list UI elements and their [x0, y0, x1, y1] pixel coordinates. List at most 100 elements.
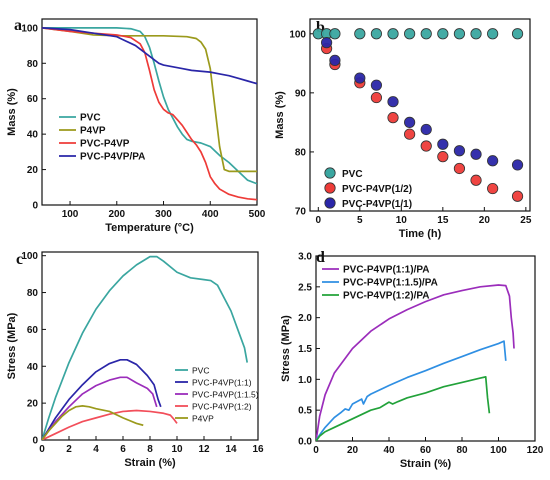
x-tick-label: 0 [313, 445, 319, 456]
data-point-PVC [470, 28, 482, 40]
series-line-PVC [42, 255, 249, 440]
x-tick-label: 0 [39, 444, 45, 455]
data-point-PVC-P4VP(1/1) [511, 159, 524, 171]
series-line-PVC-P4VP(1:1.5)/PA [316, 340, 507, 441]
data-point-PVC-P4VP(1/1) [329, 54, 341, 66]
y-tick-label: 60 [27, 325, 39, 336]
y-axis-label: Mass (%) [6, 88, 18, 136]
series-line-PVC-P4VP(1:2) [42, 409, 178, 440]
legend: PVC PVC-P4VP(1:1) PVC-P4VP(1:1.5) PVC-P4VP(… [175, 366, 259, 424]
series-line-PVC [42, 27, 257, 185]
data-point-PVC-P4VP(1/1) [321, 37, 333, 49]
legend-entry: PVC-P4VP/PA [80, 152, 145, 163]
x-tick-label: 25 [520, 215, 532, 226]
data-point-PVC [329, 28, 341, 40]
y-tick-label: 0 [32, 201, 38, 212]
legend: PVC P4VP PVC-P4VP PVC-P4VP/PA [59, 113, 145, 163]
legend-entry: PVC-P4VP(1:1.5) [192, 390, 259, 400]
x-tick-label: 16 [252, 444, 264, 455]
data-point-PVC-P4VP(1/2) [470, 174, 482, 186]
y-tick-label: 20 [27, 399, 39, 410]
x-tick-label: 10 [171, 444, 183, 455]
x-tick-label: 120 [527, 445, 544, 456]
legend-entry: PVC [80, 113, 101, 124]
legend-entry: PVC-P4VP(1/1) [342, 199, 412, 210]
data-point-PVC-P4VP(1/2) [420, 140, 432, 152]
y-tick-label: 100 [21, 251, 38, 262]
data-point-PVC-P4VP(1/1) [370, 79, 383, 91]
data-point-PVC-P4VP(1/1) [404, 116, 416, 128]
legend-entry: PVC-P4VP [80, 139, 130, 150]
data-point-PVC [370, 28, 383, 40]
x-tick-label: 60 [420, 445, 432, 456]
data-point-PVC-P4VP(1/2) [370, 91, 383, 104]
panel-label: a [14, 17, 22, 34]
series-line-PVC-P4VP(1:1.5) [42, 376, 158, 440]
data-point-PVC-P4VP(1/1) [354, 72, 366, 84]
data-point-PVC-P4VP(1/1) [470, 148, 482, 160]
y-tick-label: 1.0 [298, 375, 312, 386]
y-tick-label: 70 [295, 207, 307, 218]
data-point-PVC [511, 28, 524, 40]
x-tick-label: 10 [396, 215, 408, 226]
x-tick-label: 8 [147, 444, 153, 455]
series-line-PVC-P4VP/PA [42, 27, 257, 85]
panel-c: c 0 2 4 6 8 10 12 14 16 0 20 40 60 80 100 Strain (%) Stre… [6, 251, 264, 469]
y-tick-label: 0.0 [298, 437, 312, 448]
data-point-PVC [354, 28, 366, 40]
data-point-PVC [453, 28, 466, 40]
data-point-PVC-P4VP(1/1) [437, 138, 449, 150]
y-tick-label: 80 [27, 59, 39, 70]
y-tick-label: 80 [27, 288, 39, 299]
x-axis-label: Time (h) [399, 228, 442, 240]
x-tick-label: 20 [347, 445, 359, 456]
y-tick-label: 40 [27, 130, 39, 141]
panel-d: d 0 20 40 60 80 100 120 0.0 0.5 1.0 1.5 2.0 2.5 3.0 Str… [280, 249, 544, 470]
legend-entry: PVC [342, 169, 363, 180]
y-axis-label: Stress (MPa) [6, 312, 18, 379]
panel-label: c [16, 251, 23, 268]
x-tick-label: 300 [155, 209, 172, 220]
series-line-PVC-P4VP(1:1)/PA [316, 284, 515, 441]
legend: PVC PVC-P4VP(1/2) PVC-P4VP(1/1) [324, 167, 412, 210]
legend-entry: PVC-P4VP(1:1)/PA [343, 265, 430, 276]
x-tick-label: 0 [316, 215, 322, 226]
y-tick-label: 40 [27, 362, 39, 373]
legend-entry: PVC-P4VP(1:1.5)/PA [343, 278, 438, 289]
legend-entry: PVC-P4VP(1:2)/PA [343, 291, 430, 302]
legend-entry: PVC-P4VP(1/2) [342, 184, 412, 195]
y-tick-label: 60 [27, 94, 39, 105]
y-tick-label: 100 [21, 23, 38, 34]
panel-label: d [316, 249, 325, 266]
legend-marker [324, 182, 336, 194]
legend-entry: P4VP [80, 126, 106, 137]
y-tick-label: 3.0 [298, 252, 312, 263]
y-tick-label: 2.5 [298, 282, 312, 293]
series-line-P4VP [42, 405, 144, 440]
y-axis-label: Stress (MPa) [280, 315, 292, 382]
data-point-PVC-P4VP(1/1) [487, 155, 499, 167]
data-point-PVC-P4VP(1/1) [387, 96, 399, 108]
x-tick-label: 6 [120, 444, 126, 455]
legend-marker [324, 167, 336, 179]
plot-frame [41, 18, 258, 206]
x-tick-label: 100 [62, 209, 79, 220]
x-axis-label: Strain (%) [124, 457, 176, 469]
data-point-PVC-P4VP(1/2) [511, 190, 524, 202]
y-tick-label: 80 [295, 147, 307, 158]
x-tick-label: 400 [202, 209, 219, 220]
x-tick-label: 2 [66, 444, 72, 455]
x-tick-label: 5 [357, 215, 363, 226]
series-line-PVC-P4VP(1:1) [42, 358, 162, 440]
y-tick-label: 20 [27, 165, 39, 176]
data-point-PVC [404, 28, 416, 40]
data-point-PVC-P4VP(1/1) [420, 123, 432, 136]
data-point-PVC [420, 28, 432, 40]
y-tick-label: 100 [289, 29, 306, 40]
data-point-PVC [487, 28, 499, 40]
data-point-PVC-P4VP(1/2) [387, 112, 399, 124]
data-point-PVC-P4VP(1/2) [487, 182, 499, 195]
data-point-PVC [437, 28, 449, 40]
